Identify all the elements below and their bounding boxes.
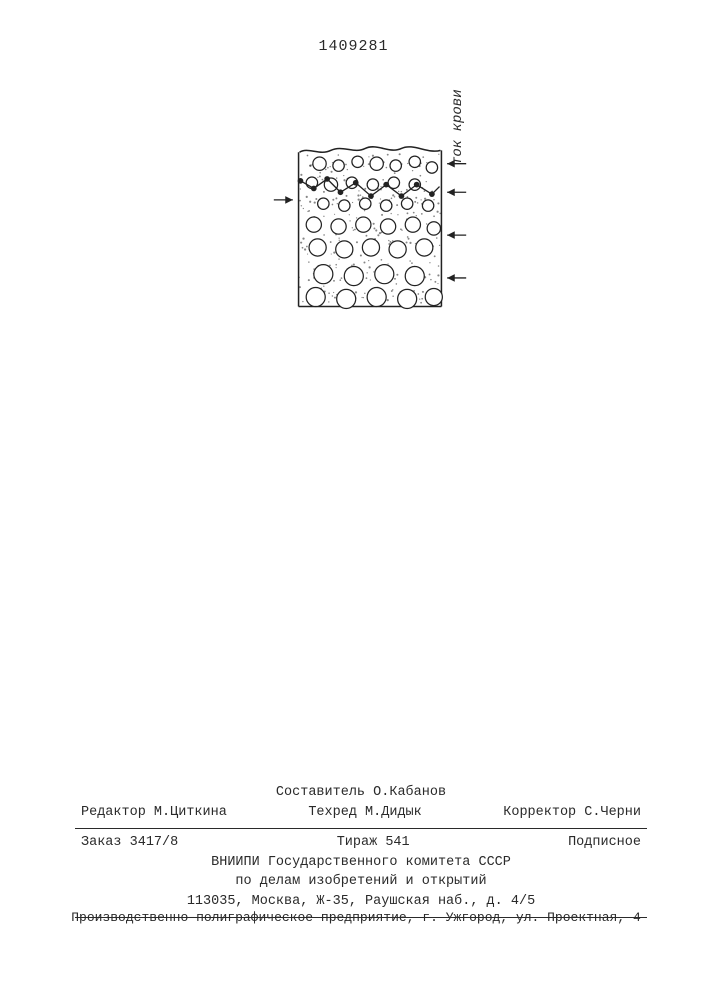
editor-cell: Редактор М.Циткина <box>81 803 227 823</box>
compiler-line: Составитель О.Кабанов <box>75 783 647 803</box>
compiler-name: О.Кабанов <box>373 785 446 800</box>
staff-line: Редактор М.Циткина Техред М.Дидык Коррек… <box>75 803 647 823</box>
patent-number: 1409281 <box>0 38 707 55</box>
compiler-label: Составитель <box>276 785 365 800</box>
page-root: 1409281 ток крови Составитель О.Кабанов … <box>0 0 707 1000</box>
org-line-2: по делам изобретений и открытий <box>75 872 647 892</box>
org-line-1: ВНИИПИ Государственного комитета СССР <box>75 853 647 873</box>
order-line: Заказ 3417/8 Тираж 541 Подписное <box>75 833 647 853</box>
order-cell: Заказ 3417/8 <box>81 833 178 853</box>
figure-container <box>270 135 470 320</box>
divider-1 <box>75 828 647 829</box>
sorbent-diagram <box>270 135 470 320</box>
subscription-cell: Подписное <box>568 833 641 853</box>
print-house-line: Производственно-полиграфическое предприя… <box>55 909 657 928</box>
corrector-cell: Корректор С.Черни <box>503 803 641 823</box>
flow-direction-label: ток крови <box>450 89 466 165</box>
techred-cell: Техред М.Дидык <box>308 803 421 823</box>
printrun-cell: Тираж 541 <box>337 833 410 853</box>
imprint-block: Составитель О.Кабанов Редактор М.Циткина… <box>75 783 647 922</box>
